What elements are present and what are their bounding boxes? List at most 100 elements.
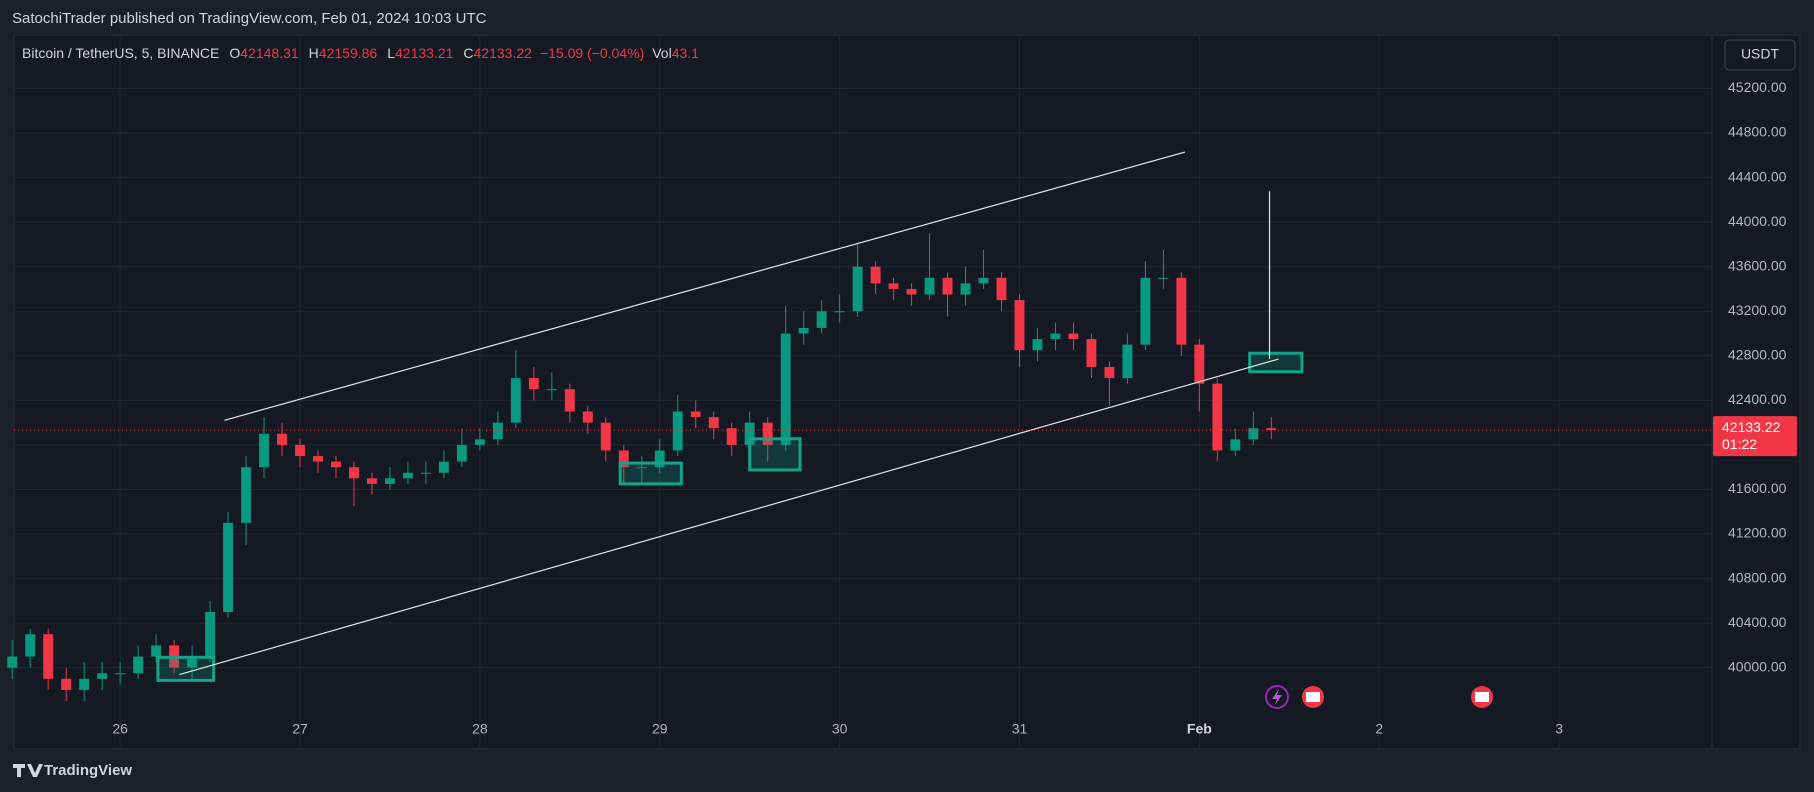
- candle-body: [960, 283, 971, 295]
- y-tick-label: 44800.00: [1728, 124, 1787, 140]
- candle-body: [492, 422, 503, 440]
- zone-box: [748, 437, 802, 472]
- candle-body: [1014, 300, 1025, 351]
- x-tick-label: 3: [1555, 721, 1563, 737]
- candle-body: [133, 656, 144, 674]
- symbol-legend: Bitcoin / TetherUS, 5, BINANCE O42148.31 H…: [22, 45, 699, 61]
- candle-body: [1032, 339, 1043, 351]
- legend-high: 42159.86: [319, 45, 378, 61]
- currency-button[interactable]: [1724, 39, 1796, 71]
- candle-body: [906, 288, 917, 295]
- legend-low: 42133.21: [395, 45, 454, 61]
- event-flag: [1475, 692, 1489, 702]
- candle-body: [636, 467, 647, 469]
- y-tick-label: 40000.00: [1728, 658, 1787, 674]
- legend-close-label: C: [463, 45, 473, 61]
- candle-body: [1176, 277, 1187, 345]
- candle-body: [1122, 344, 1133, 379]
- candle-body: [582, 411, 593, 423]
- candle-body: [996, 277, 1007, 301]
- candle-body: [870, 266, 881, 284]
- candle-body: [7, 656, 18, 668]
- trend-line: [224, 151, 1186, 421]
- candle-body: [25, 634, 36, 657]
- candle-body: [852, 266, 863, 312]
- candle-body: [402, 472, 413, 479]
- legend-open: 42148.31: [240, 45, 299, 61]
- countdown-label: 01:22: [1722, 436, 1757, 452]
- candle-body: [187, 656, 198, 668]
- candle-body: [654, 450, 665, 468]
- candle-body: [61, 678, 72, 690]
- y-tick-label: 42800.00: [1728, 347, 1787, 363]
- x-tick-label: 31: [1012, 721, 1028, 737]
- price-label-bg: [1713, 416, 1797, 457]
- x-tick-label: 2: [1375, 721, 1383, 737]
- x-tick-label: 29: [652, 721, 668, 737]
- candle-body: [528, 378, 539, 390]
- candle-body: [79, 678, 90, 690]
- legend-high-label: H: [309, 45, 319, 61]
- candle-body: [223, 522, 233, 612]
- publish-header: SatochiTrader published on TradingView.c…: [12, 10, 487, 27]
- grid: [14, 35, 1712, 749]
- candle-body: [97, 673, 108, 679]
- x-tick-label: Feb: [1187, 721, 1212, 737]
- candle-body: [438, 461, 449, 473]
- candle-body: [241, 467, 251, 523]
- candle-body: [600, 422, 611, 451]
- candle-body: [942, 277, 953, 295]
- y-tick-label: 45200.00: [1728, 79, 1787, 95]
- candle-body: [1194, 344, 1205, 384]
- candle-body: [1266, 428, 1277, 431]
- trend-line: [179, 358, 1279, 676]
- candle-body: [277, 433, 287, 445]
- footer-brand: TradingView: [44, 762, 132, 779]
- candle-body: [1086, 339, 1097, 367]
- currency-label: USDT: [1741, 46, 1780, 62]
- candle-body: [618, 450, 629, 468]
- candle-body: [313, 456, 323, 462]
- y-tick-label: 43600.00: [1728, 257, 1787, 273]
- candle-body: [1140, 277, 1151, 345]
- candle-body: [564, 389, 575, 412]
- x-tick-label: 26: [112, 721, 128, 737]
- legend-low-label: L: [387, 45, 395, 61]
- legend-open-label: O: [229, 45, 240, 61]
- x-tick-label: 28: [472, 721, 488, 737]
- candle-body: [384, 478, 395, 484]
- y-tick-label: 44400.00: [1728, 168, 1787, 184]
- candle-body: [151, 645, 162, 657]
- candle-body: [744, 422, 755, 445]
- candle-body: [690, 411, 701, 418]
- candle-body: [43, 634, 54, 679]
- legend-change: −15.09 (−0.04%): [540, 45, 644, 61]
- chart-frame: [13, 34, 1801, 750]
- zone-box: [156, 655, 216, 682]
- tv-logo: [13, 764, 43, 777]
- candle-body: [1212, 383, 1223, 451]
- y-tick-label: 40800.00: [1728, 569, 1787, 585]
- candle-body: [1230, 439, 1241, 451]
- candle-body: [510, 378, 521, 423]
- y-tick-label: 43200.00: [1728, 302, 1787, 318]
- candle-body: [1104, 366, 1115, 379]
- candle-body: [259, 433, 269, 468]
- candle-body: [672, 411, 683, 451]
- candle-body: [546, 389, 557, 391]
- legend-vol-label: Vol: [652, 45, 671, 61]
- y-tick-label: 41200.00: [1728, 525, 1787, 541]
- candle-body: [780, 333, 791, 445]
- candle-body: [888, 283, 899, 289]
- candle-body: [420, 472, 431, 474]
- candle-body: [834, 311, 845, 313]
- candle-body: [1248, 428, 1259, 440]
- candle-body: [1050, 333, 1061, 340]
- candle-body: [115, 673, 126, 675]
- y-tick-label: 40400.00: [1728, 614, 1787, 630]
- y-tick-label: 44000.00: [1728, 213, 1787, 229]
- candle-body: [456, 444, 467, 462]
- legend-vol: 43.1: [672, 45, 699, 61]
- candle-body: [798, 327, 809, 334]
